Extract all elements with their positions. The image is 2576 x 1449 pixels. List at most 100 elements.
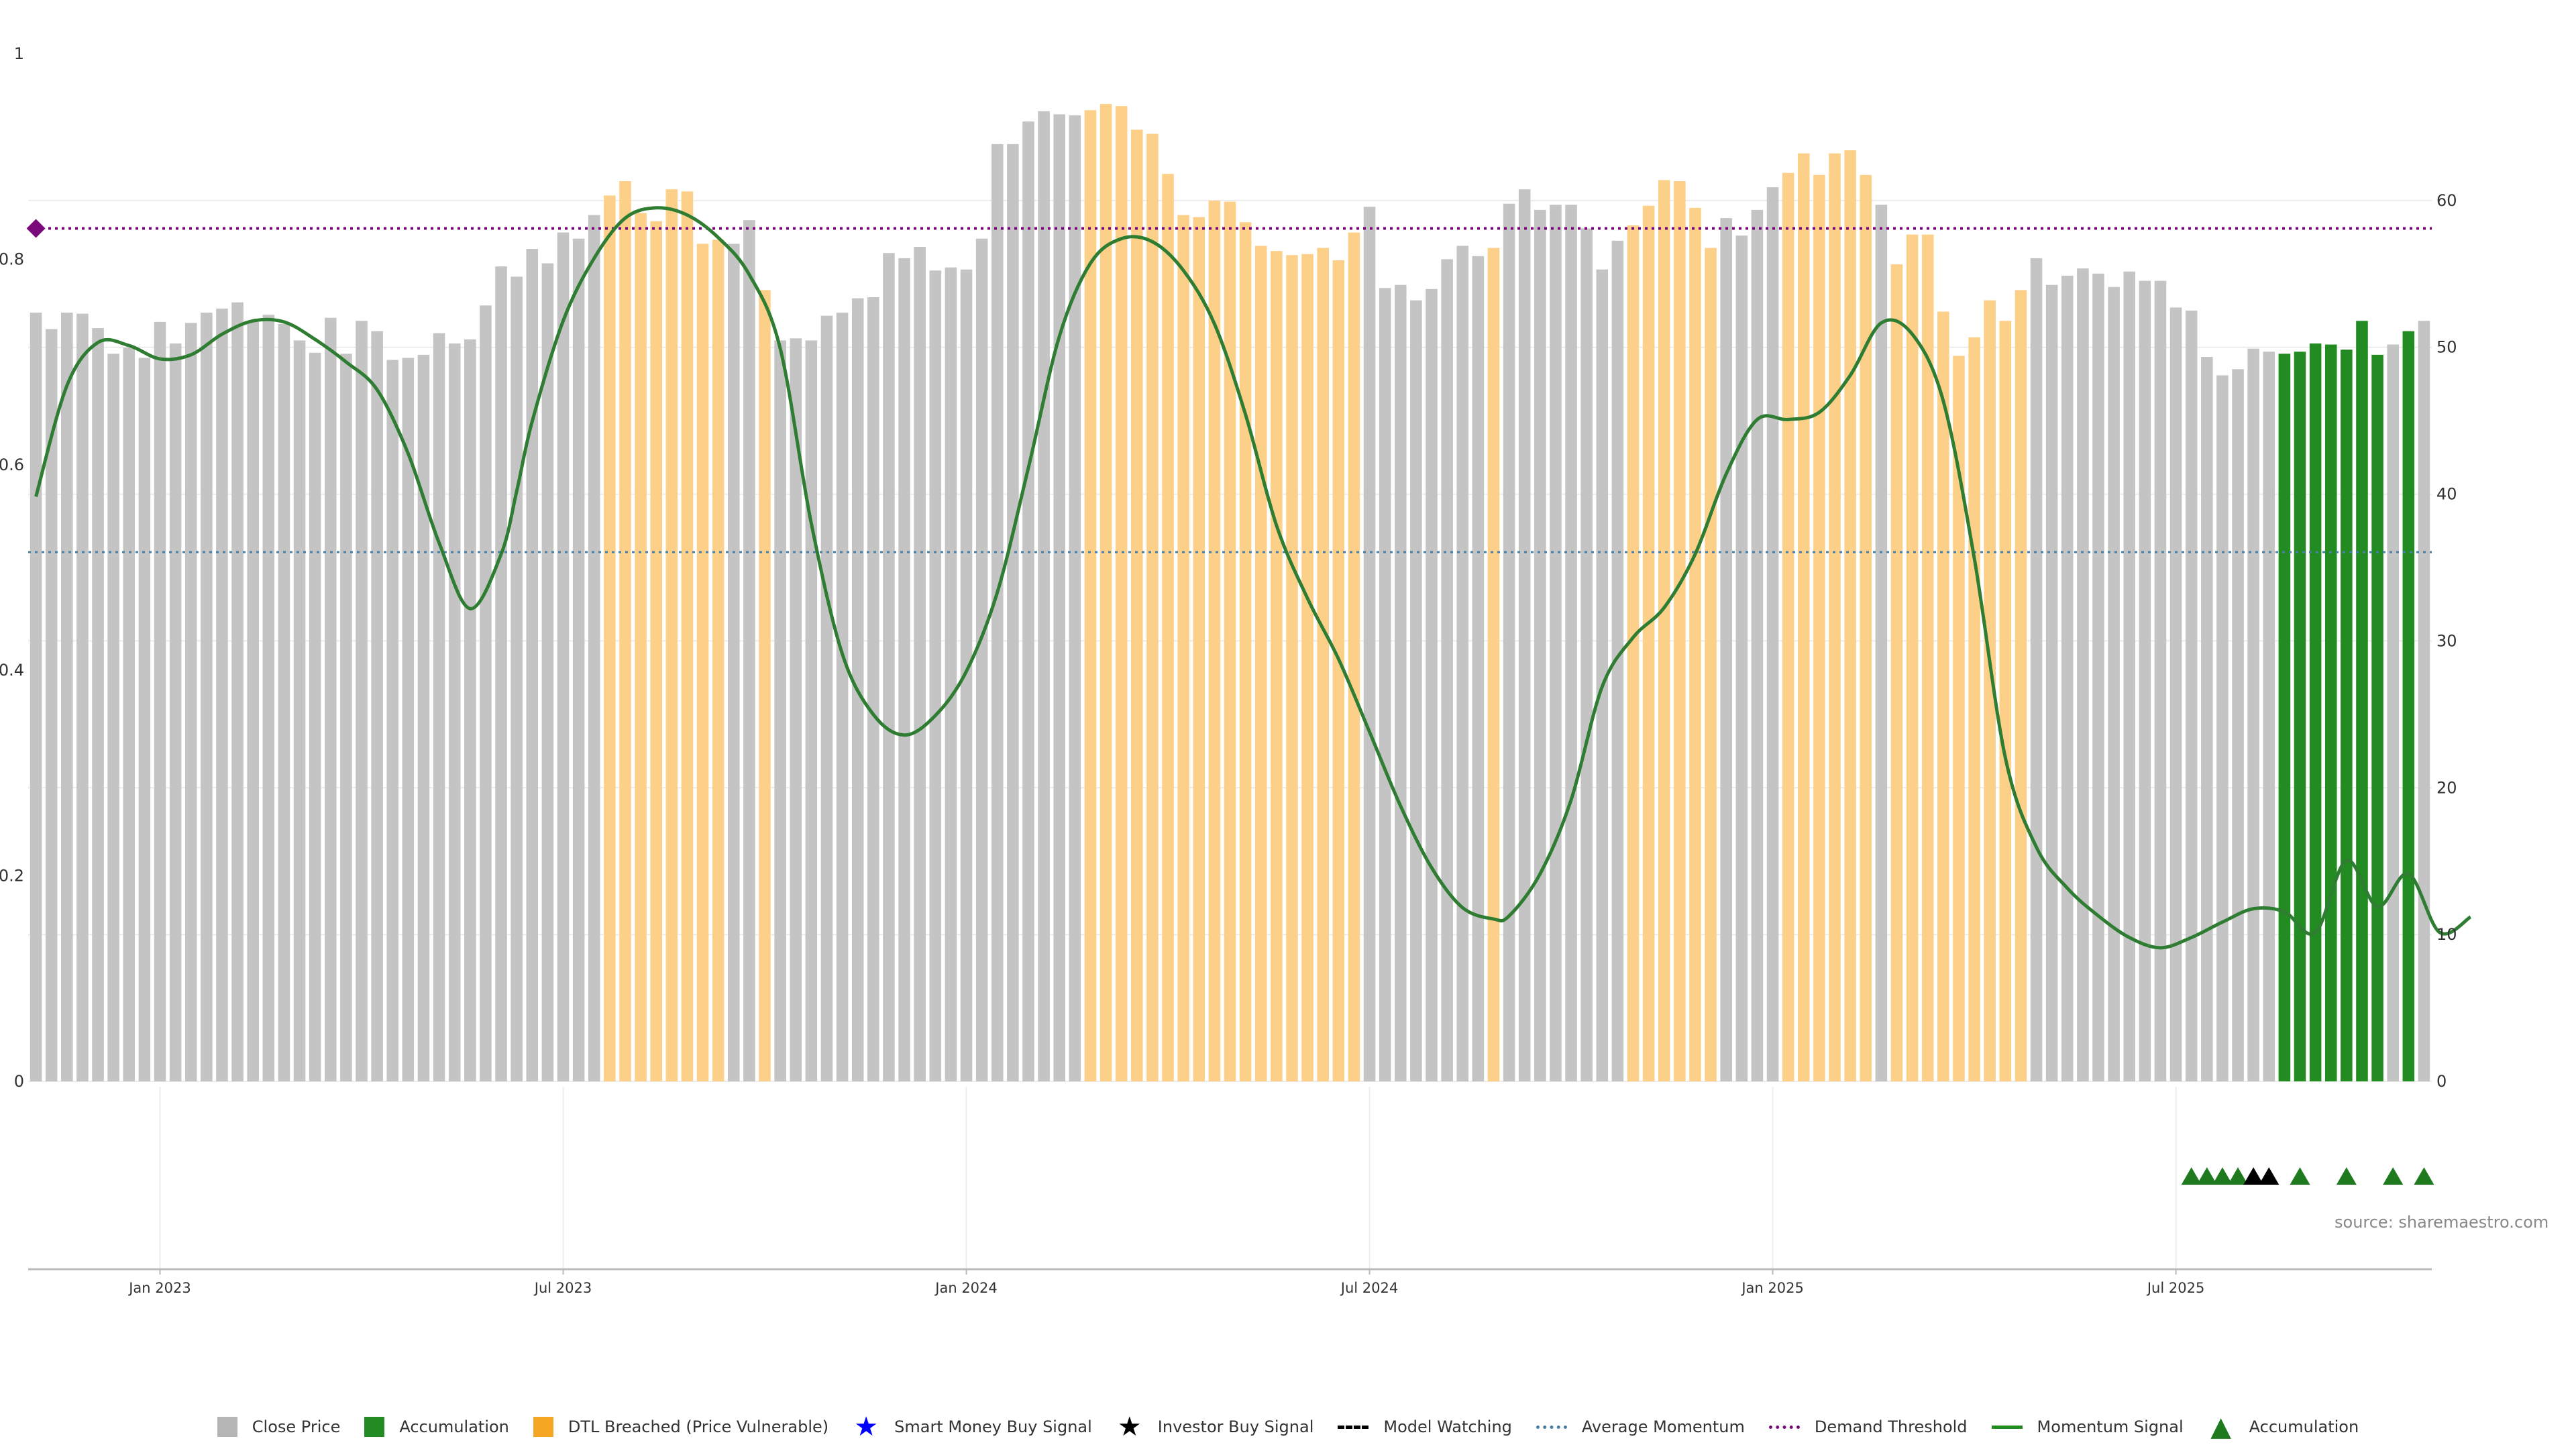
dtl-breached-bar — [1890, 264, 1903, 1081]
signal-markers — [2181, 1167, 2434, 1185]
axes: Jan 2023 Jul 2023 Jan 2024 Jul 2024 Jan 2025… — [0, 44, 2457, 1296]
legend-label: Close Price — [252, 1417, 341, 1436]
close-price-bar — [820, 315, 833, 1081]
close-price-bar — [201, 313, 213, 1082]
solid-line-icon — [1991, 1425, 2023, 1429]
dtl-breached-bar — [1627, 225, 1640, 1081]
accumulation-marker — [2383, 1167, 2404, 1185]
close-price-bar — [2045, 284, 2058, 1082]
accumulation-marker — [2336, 1167, 2357, 1185]
close-price-bar — [1720, 218, 1733, 1081]
close-price-bar — [2201, 356, 2213, 1082]
dtl-breached-bar — [1906, 234, 1919, 1082]
close-price-bar — [2108, 286, 2120, 1081]
right-axis-tick-label: 10 — [2436, 925, 2457, 944]
close-price-bar — [2216, 375, 2229, 1081]
close-price-bar — [2139, 280, 2151, 1081]
dtl-breached-bar — [1921, 234, 1934, 1082]
close-price-bar — [231, 302, 244, 1081]
accumulation-bar — [2371, 354, 2383, 1081]
dtl-breached-bar — [1674, 180, 1686, 1081]
close-price-bar — [898, 258, 910, 1081]
legend-label: Model Watching — [1383, 1417, 1512, 1436]
bar-series — [30, 104, 2430, 1082]
close-price-bar — [417, 354, 430, 1081]
x-tick-label: Jan 2023 — [127, 1280, 191, 1296]
dtl-breached-bar — [1193, 217, 1205, 1081]
dtl-breached-bar — [712, 239, 724, 1081]
close-price-bar — [464, 339, 476, 1081]
x-tick-label: Jul 2025 — [2146, 1280, 2204, 1296]
close-price-bar — [991, 144, 1004, 1081]
dtl-breached-bar — [1798, 153, 1810, 1081]
close-price-bar — [2418, 321, 2430, 1081]
close-price-bar — [1007, 144, 1019, 1081]
close-price-bar — [2263, 352, 2275, 1081]
accumulation-bar — [2324, 344, 2337, 1081]
dtl-breached-bar — [759, 290, 771, 1081]
close-price-bar — [154, 321, 166, 1081]
legend-label: Momentum Signal — [2037, 1417, 2184, 1436]
right-axis-tick-label: 30 — [2436, 631, 2457, 650]
legend-label: Accumulation — [2249, 1417, 2359, 1436]
close-price-bar — [588, 215, 600, 1082]
dtl-breached-bar — [681, 191, 694, 1082]
dtl-breached-bar — [1968, 337, 1980, 1081]
close-price-bar — [883, 253, 895, 1081]
close-price-bar — [1550, 205, 1562, 1082]
close-price-bar — [1456, 246, 1469, 1081]
close-price-bar — [480, 305, 492, 1082]
legend-item: DTL Breached (Price Vulnerable) — [533, 1417, 828, 1437]
legend-label: Smart Money Buy Signal — [894, 1417, 1092, 1436]
close-price-bar — [45, 329, 58, 1082]
star-icon: ★ — [854, 1411, 879, 1442]
demand-threshold-marker — [26, 219, 46, 238]
close-price-bar — [1735, 235, 1748, 1081]
close-price-bar — [2030, 258, 2043, 1081]
x-tick-label: Jan 2025 — [1740, 1280, 1804, 1296]
left-axis-tick-label: 0.8 — [0, 250, 24, 268]
dtl-breached-bar — [1689, 207, 1701, 1081]
x-tick-label: Jul 2023 — [533, 1280, 592, 1296]
legend-item: ▲ Accumulation — [2208, 1413, 2359, 1440]
x-tick-label: Jul 2024 — [1340, 1280, 1398, 1296]
accumulation-marker — [2181, 1167, 2202, 1185]
source-note: source: sharemaestro.com — [2334, 1213, 2549, 1232]
dtl-breached-bar — [1860, 174, 1872, 1081]
close-price-bar — [1875, 205, 1888, 1082]
close-price-bar — [61, 313, 73, 1082]
dtl-breached-bar — [635, 213, 647, 1082]
close-price-bar — [309, 352, 321, 1081]
dtl-breached-bar — [696, 244, 709, 1081]
star-icon: ★ — [1117, 1411, 1142, 1442]
close-price-bar — [1379, 288, 1391, 1081]
close-price-bar — [2154, 280, 2167, 1081]
close-price-bar — [836, 313, 849, 1082]
close-price-bar — [2123, 271, 2136, 1082]
left-axis-tick-label: 0.6 — [0, 455, 24, 474]
dtl-breached-bar — [1254, 246, 1267, 1081]
close-price-bar — [1751, 209, 1764, 1081]
dtl-breached-bar — [1705, 248, 1717, 1082]
accumulation-bar — [2356, 321, 2368, 1081]
legend-label: Investor Buy Signal — [1157, 1417, 1314, 1436]
dtl-breached-bar — [650, 221, 662, 1081]
close-price-bar — [1410, 300, 1422, 1082]
close-price-bar — [92, 328, 104, 1082]
close-price-bar — [1518, 189, 1531, 1081]
accumulation-bar — [2278, 354, 2291, 1081]
dtl-breached-bar — [619, 180, 631, 1081]
close-price-bar — [1611, 240, 1624, 1082]
close-price-bar — [960, 269, 973, 1082]
close-price-bar — [1596, 269, 1609, 1082]
dtl-breached-bar — [1984, 300, 1996, 1082]
close-price-bar — [340, 354, 352, 1081]
close-price-bar — [1394, 284, 1407, 1082]
legend-item: Demand Threshold — [1768, 1417, 1968, 1436]
dtl-breached-bar — [1099, 104, 1112, 1081]
dtl-breached-bar — [1937, 311, 1949, 1082]
close-price-bar — [743, 220, 755, 1082]
dtl-breached-bar — [1829, 153, 1841, 1081]
left-axis-tick-label: 0 — [14, 1072, 24, 1091]
right-axis-tick-label: 0 — [2436, 1072, 2447, 1091]
